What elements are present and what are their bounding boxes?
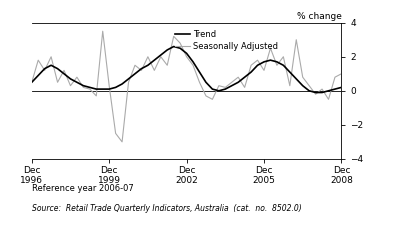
Text: Reference year 2006-07: Reference year 2006-07: [32, 184, 133, 193]
Legend: Trend, Seasonally Adjusted: Trend, Seasonally Adjusted: [172, 27, 281, 54]
Text: Source:  Retail Trade Quarterly Indicators, Australia  (cat.  no.  8502.0): Source: Retail Trade Quarterly Indicator…: [32, 204, 301, 213]
Text: % change: % change: [297, 12, 341, 21]
